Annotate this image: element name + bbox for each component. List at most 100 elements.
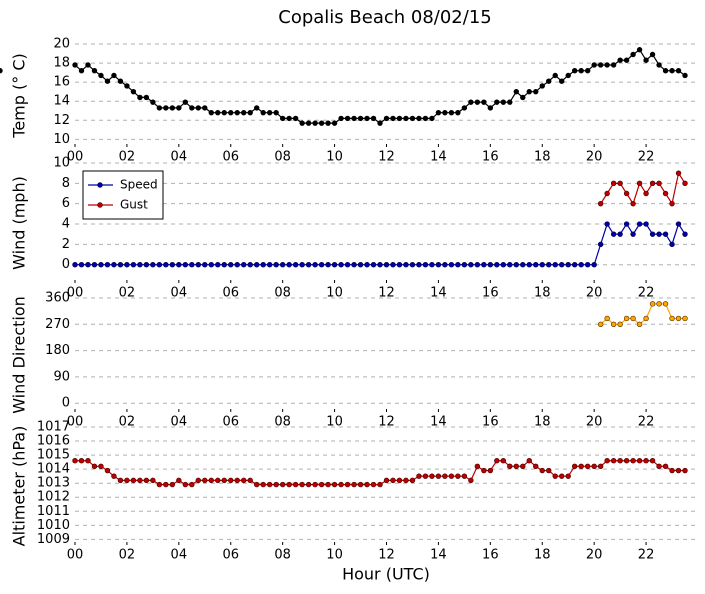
data-point <box>636 221 643 227</box>
data-point <box>455 261 461 268</box>
x-tick-label: 04 <box>171 150 188 165</box>
data-point <box>448 109 455 116</box>
data-point <box>526 88 532 95</box>
data-point <box>383 477 390 484</box>
data-point <box>370 481 377 488</box>
data-point <box>305 261 312 268</box>
data-point <box>623 57 630 63</box>
data-point <box>617 231 623 237</box>
x-tick-label: 18 <box>534 286 551 301</box>
data-point <box>266 109 273 116</box>
data-point <box>85 261 91 268</box>
data-point <box>520 463 526 470</box>
data-point <box>403 261 409 268</box>
data-point <box>682 72 688 79</box>
data-point <box>104 78 111 84</box>
data-point <box>682 180 688 187</box>
data-point <box>215 477 221 484</box>
x-axis-label: Hour (UTC) <box>342 565 430 584</box>
y-tick-label: 1014 <box>37 462 70 477</box>
data-point <box>403 477 409 484</box>
x-tick-label: 10 <box>326 548 343 563</box>
y-tick-label: 8 <box>62 176 70 191</box>
data-point <box>442 261 448 268</box>
data-point <box>571 68 578 74</box>
data-point <box>396 261 403 268</box>
data-point <box>176 261 182 268</box>
data-point <box>455 109 461 116</box>
y-axis-label: Wind (mph) <box>10 176 29 270</box>
data-point <box>221 477 227 484</box>
data-point <box>176 105 182 111</box>
data-point <box>156 481 163 488</box>
data-point <box>331 481 338 488</box>
data-point <box>143 94 150 101</box>
x-tick-label: 08 <box>274 548 291 563</box>
series-line <box>74 48 686 124</box>
data-point <box>163 481 169 488</box>
data-point <box>78 458 85 464</box>
data-point <box>312 120 318 126</box>
data-point <box>72 458 78 464</box>
data-point <box>656 231 662 237</box>
data-point <box>241 477 247 484</box>
data-point <box>396 115 403 122</box>
data-point <box>150 477 156 484</box>
y-tick-label: 16 <box>53 75 70 90</box>
data-point <box>331 261 338 268</box>
data-point <box>176 477 182 484</box>
data-point <box>338 481 344 488</box>
data-point <box>117 477 124 484</box>
data-point <box>630 200 636 207</box>
data-point <box>507 463 513 470</box>
data-point <box>578 261 584 268</box>
data-point <box>468 261 474 268</box>
y-tick-label: 12 <box>53 113 70 128</box>
data-point <box>143 477 150 484</box>
data-point <box>662 190 669 197</box>
data-point <box>630 231 636 237</box>
data-point <box>241 109 247 116</box>
series-line <box>600 171 686 206</box>
data-point <box>189 261 195 268</box>
data-point <box>429 261 435 268</box>
data-point <box>533 261 539 268</box>
x-tick-label: 16 <box>482 548 499 563</box>
data-point <box>597 241 604 248</box>
x-tick-label: 22 <box>638 286 655 301</box>
data-point <box>208 109 214 116</box>
data-point <box>325 120 331 126</box>
data-point <box>124 261 130 268</box>
y-tick-label: 1016 <box>37 434 70 449</box>
data-point <box>266 481 273 488</box>
data-point <box>312 261 318 268</box>
x-tick-label: 06 <box>222 150 239 165</box>
data-point <box>351 115 357 122</box>
data-point <box>364 261 370 268</box>
data-point <box>630 51 636 58</box>
data-point <box>364 115 370 122</box>
x-tick-label: 04 <box>171 548 188 563</box>
data-point <box>78 261 85 268</box>
data-point <box>539 83 545 89</box>
data-point <box>254 261 260 268</box>
y-tick-label: 2 <box>62 237 70 252</box>
data-point <box>130 477 137 484</box>
x-tick-label: 08 <box>274 415 291 430</box>
data-point <box>163 261 169 268</box>
data-point <box>292 481 299 488</box>
data-point <box>494 261 500 268</box>
data-point <box>623 315 630 322</box>
data-point <box>325 481 331 488</box>
data-point <box>481 261 487 268</box>
data-point <box>584 261 591 268</box>
data-point <box>189 481 195 488</box>
data-point <box>669 68 675 74</box>
data-point <box>377 261 383 268</box>
data-point <box>318 120 325 126</box>
data-point <box>675 467 682 474</box>
y-tick-label: 1009 <box>37 532 70 547</box>
y-tick-label: 1012 <box>37 490 70 505</box>
data-point <box>234 477 240 484</box>
y-tick-label: 18 <box>53 56 70 71</box>
